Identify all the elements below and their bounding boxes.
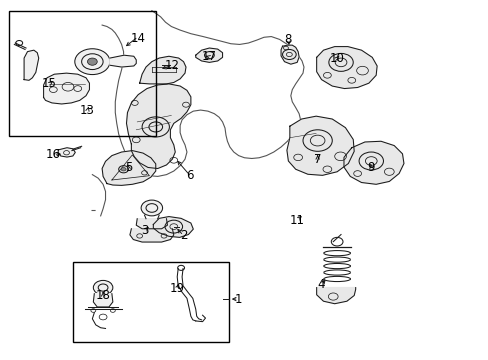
Circle shape	[75, 49, 110, 75]
Bar	[9, 11, 156, 136]
Text: 2: 2	[180, 229, 187, 242]
Circle shape	[121, 167, 126, 171]
Polygon shape	[126, 84, 190, 168]
Polygon shape	[24, 50, 39, 80]
Text: 8: 8	[284, 32, 291, 46]
Polygon shape	[130, 229, 173, 242]
Circle shape	[93, 280, 113, 295]
Text: 18: 18	[96, 289, 110, 302]
Text: 19: 19	[169, 282, 184, 295]
Circle shape	[87, 58, 97, 65]
Polygon shape	[58, 148, 75, 157]
Polygon shape	[140, 56, 185, 84]
Text: 13: 13	[80, 104, 95, 117]
Text: 9: 9	[367, 161, 374, 174]
Polygon shape	[153, 217, 193, 237]
Polygon shape	[93, 294, 113, 307]
Polygon shape	[343, 141, 403, 184]
Text: 17: 17	[202, 50, 217, 63]
Bar	[73, 262, 228, 342]
Polygon shape	[43, 73, 89, 104]
Text: 12: 12	[164, 59, 180, 72]
Text: 14: 14	[130, 32, 145, 45]
Polygon shape	[195, 48, 222, 62]
Text: 5: 5	[124, 161, 132, 174]
Polygon shape	[136, 219, 167, 229]
Text: 4: 4	[317, 278, 325, 291]
Polygon shape	[110, 55, 136, 67]
Polygon shape	[316, 288, 355, 304]
Text: 15: 15	[42, 77, 57, 90]
Text: 3: 3	[141, 224, 148, 238]
Text: 6: 6	[186, 169, 193, 182]
Polygon shape	[316, 46, 376, 89]
Text: 16: 16	[46, 148, 61, 161]
Text: 1: 1	[234, 293, 242, 306]
Circle shape	[141, 200, 162, 216]
Polygon shape	[286, 116, 353, 175]
Text: 11: 11	[289, 214, 304, 227]
Text: 10: 10	[329, 51, 344, 64]
Polygon shape	[102, 150, 156, 185]
Text: 7: 7	[313, 153, 321, 166]
Polygon shape	[281, 45, 299, 64]
